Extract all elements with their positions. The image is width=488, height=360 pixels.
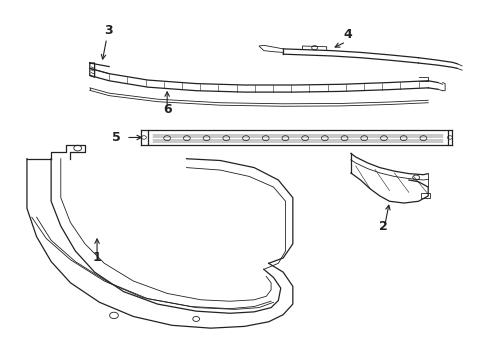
Bar [420, 193, 429, 198]
Bar [147, 130, 447, 145]
Text: 6: 6 [163, 103, 171, 116]
Text: 5: 5 [112, 131, 121, 144]
Text: 2: 2 [378, 220, 387, 233]
Text: 1: 1 [93, 251, 101, 264]
Text: 3: 3 [103, 24, 112, 37]
Text: 4: 4 [343, 28, 352, 41]
